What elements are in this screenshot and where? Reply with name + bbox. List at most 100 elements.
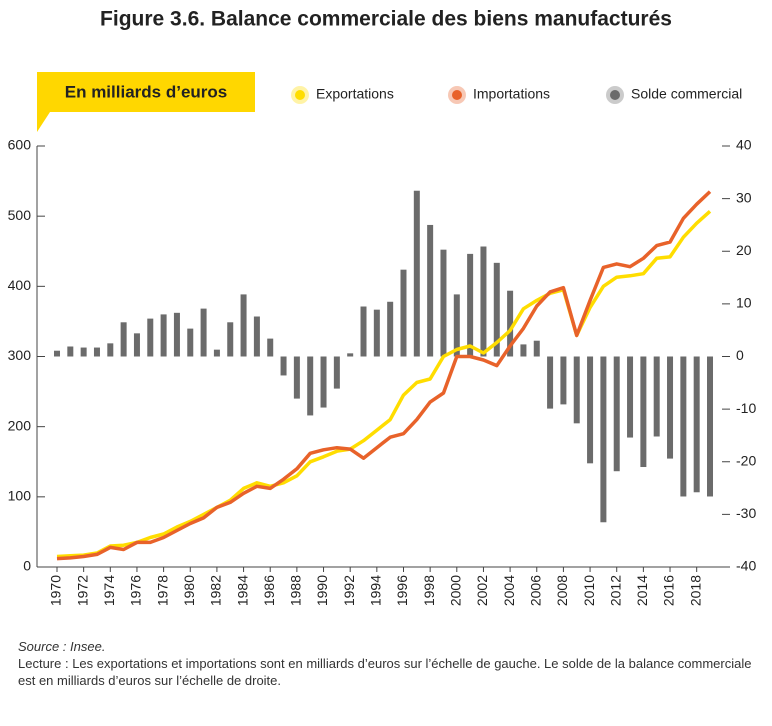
bar (227, 322, 234, 357)
bar (693, 356, 700, 493)
chart: Figure 3.6. Balance commerciale des bien… (8, 8, 757, 607)
x-tick-label: 2014 (634, 575, 650, 606)
bar (560, 356, 567, 405)
x-tick-label: 1986 (261, 575, 277, 606)
unit-box (37, 72, 255, 132)
line (56, 209, 712, 559)
bar (507, 290, 514, 357)
bar (667, 356, 674, 459)
bar (400, 269, 407, 357)
x-tick-label: 1972 (74, 575, 90, 606)
bar (627, 356, 634, 438)
bar (107, 343, 114, 357)
x-tick-label: 1970 (48, 575, 64, 606)
x-tick-label: 1984 (234, 575, 250, 606)
y-tick-label: 100 (8, 488, 32, 504)
bar (173, 312, 180, 357)
x-tick-label: 2008 (554, 575, 570, 606)
bar (520, 344, 527, 357)
bar (53, 350, 60, 357)
bar (480, 246, 487, 357)
x-tick-label: 1998 (421, 575, 437, 606)
bar (587, 356, 594, 464)
x-tick-label: 2000 (448, 575, 464, 606)
legend-label: Importations (473, 86, 550, 102)
bar (307, 356, 314, 416)
legend-label: Exportations (316, 86, 394, 102)
y2-tick-label: -30 (736, 505, 756, 521)
x-tick-label: 1996 (394, 575, 410, 606)
bar (493, 262, 500, 357)
bar (653, 356, 660, 437)
legend: Exportations Importations Solde commercial (291, 86, 742, 104)
legend-dot (295, 90, 305, 100)
bar (453, 294, 460, 357)
bar (200, 308, 207, 357)
y2-tick-label: 40 (736, 137, 752, 153)
bar (240, 294, 247, 357)
x-tick-label: 2016 (661, 575, 677, 606)
note: Lecture : Les exportations et importatio… (18, 656, 752, 688)
x-tick-label: 1974 (101, 575, 117, 606)
chart-title: Figure 3.6. Balance commerciale des bien… (100, 8, 672, 31)
bar (413, 190, 420, 357)
bar (640, 356, 647, 468)
x-tick-label: 1982 (208, 575, 224, 606)
x-tick-label: 2010 (581, 575, 597, 606)
bar (253, 316, 260, 357)
x-tick-label: 1992 (341, 575, 357, 606)
bar (373, 309, 380, 357)
y2-tick-label: -10 (736, 400, 756, 416)
legend-dot (452, 90, 462, 100)
x-tick-label: 1988 (288, 575, 304, 606)
bar (267, 338, 274, 357)
bar (333, 356, 340, 389)
bar (80, 347, 87, 357)
bar (120, 322, 127, 357)
source: Source : Insee. (18, 639, 106, 654)
bar (573, 356, 580, 424)
y-tick-label: 400 (8, 277, 32, 293)
legend-dot (610, 90, 620, 100)
y-tick-label: 600 (8, 137, 32, 153)
bar (93, 347, 100, 357)
y2-tick-label: -40 (736, 558, 756, 574)
x-tick-label: 1994 (368, 575, 384, 606)
y-tick-label: 300 (8, 347, 32, 363)
bar (600, 356, 607, 523)
bar (160, 314, 167, 357)
bar (347, 353, 354, 357)
bar (67, 346, 74, 357)
y2-tick-label: 30 (736, 189, 752, 205)
line (56, 190, 712, 561)
y-tick-label: 500 (8, 207, 32, 223)
unit-label: En milliards d’euros (65, 82, 228, 101)
x-tick-label: 2006 (527, 575, 543, 606)
bar (213, 349, 220, 357)
bar (467, 253, 474, 357)
bar (440, 249, 447, 357)
y2-tick-label: 10 (736, 295, 752, 311)
x-tick-label: 1990 (314, 575, 330, 606)
bar (533, 340, 540, 357)
bar (427, 224, 434, 357)
x-tick-label: 2012 (607, 575, 623, 606)
bar (320, 356, 327, 408)
bar (133, 333, 140, 357)
bar (707, 356, 714, 497)
bar (280, 356, 287, 376)
x-tick-label: 2002 (474, 575, 490, 606)
y2-tick-label: 20 (736, 242, 752, 258)
x-tick-label: 1976 (128, 575, 144, 606)
y-tick-label: 200 (8, 417, 32, 433)
bar (613, 356, 620, 472)
x-tick-label: 2004 (501, 575, 517, 606)
bar (360, 306, 367, 357)
y2-tick-label: 0 (736, 347, 744, 363)
bar (147, 318, 154, 357)
y-tick-label: 0 (23, 558, 31, 574)
bar (293, 356, 300, 399)
bar (387, 301, 394, 357)
legend-label: Solde commercial (631, 86, 742, 102)
